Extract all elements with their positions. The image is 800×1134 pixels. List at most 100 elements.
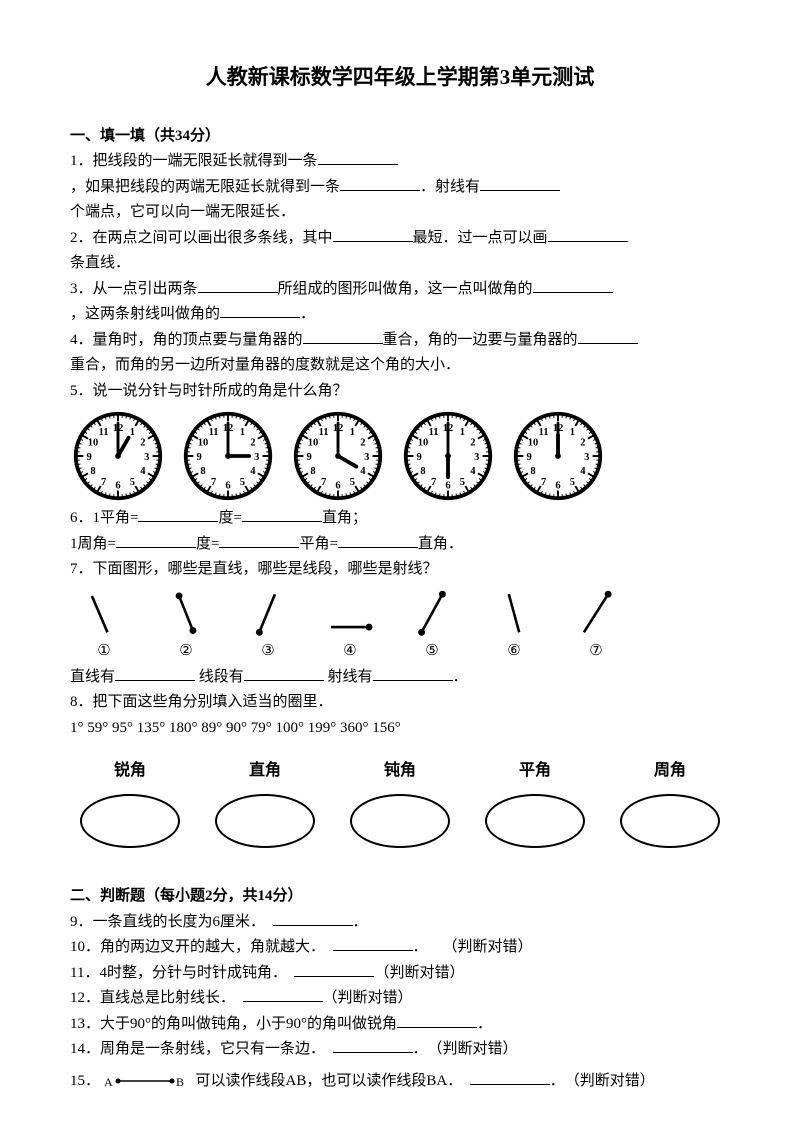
q3-text-a: 3．从一点引出两条 (70, 281, 198, 297)
circled-2: ② (179, 639, 192, 665)
q3-text-c: ，这两条射线叫做角的 (70, 306, 220, 322)
q3: 3．从一点引出两条 所组成的图形叫做角，这一点叫做角的 ，这两条射线叫做角的 ． (70, 277, 730, 328)
worksheet-page: 人教新课标数学四年级上学期第3单元测试 一、填一填（共34分） 1．把线段的一端… (0, 0, 800, 1134)
svg-text:3: 3 (364, 452, 369, 463)
svg-text:2: 2 (140, 438, 145, 449)
q1: 1．把线段的一端无限延长就得到一条 ，如果把线段的两端无限延长就得到一条．射线有… (70, 149, 730, 226)
blank[interactable] (397, 1012, 477, 1028)
blank[interactable] (480, 175, 560, 191)
blank[interactable] (242, 506, 322, 522)
svg-text:9: 9 (87, 452, 92, 463)
angle-types-row: 锐角 直角 钝角 平角 周角 (70, 757, 730, 848)
q1-text-a: 1．把线段的一端无限延长就得到一条 (70, 153, 318, 169)
circled-7: ⑦ (589, 639, 602, 665)
line-fig-7: ⑦ (568, 589, 624, 665)
blank[interactable] (578, 328, 638, 344)
q4-text-c: 重合，而角的另一边所对量角器的度数就是这个角的大小． (70, 357, 460, 373)
blank[interactable] (470, 1069, 550, 1085)
section1-head: 一、填一填（共34分） (70, 124, 730, 150)
q2-text-c: 条直线． (70, 255, 130, 271)
blank[interactable] (303, 328, 383, 344)
angle-label-0: 锐角 (114, 757, 146, 784)
angle-label-2: 钝角 (384, 757, 416, 784)
line-fig-3: ③ (240, 589, 296, 665)
q7-xian: 线段有 (199, 669, 244, 685)
svg-text:8: 8 (310, 466, 315, 477)
circled-3: ③ (261, 639, 274, 665)
svg-text:4: 4 (140, 466, 146, 477)
q13-end: ． (477, 1016, 492, 1032)
blank[interactable] (318, 149, 398, 165)
blank[interactable] (273, 910, 353, 926)
q10-text: 10．角的两边叉开的越大，角就越大． (70, 939, 318, 955)
blank[interactable] (333, 1037, 413, 1053)
circled-6: ⑥ (507, 639, 520, 665)
q15-text-a: 15． (70, 1073, 100, 1089)
angle-oval[interactable] (215, 794, 315, 848)
blank[interactable] (243, 986, 323, 1002)
q6-text-c: 直角； (322, 510, 367, 526)
svg-text:9: 9 (417, 452, 422, 463)
blank[interactable] (294, 961, 374, 977)
svg-text:A: A (104, 1075, 113, 1088)
svg-text:2: 2 (470, 438, 475, 449)
blank[interactable] (116, 532, 196, 548)
angle-oval[interactable] (620, 794, 720, 848)
svg-text:6: 6 (335, 481, 340, 492)
line-fig-5: ⑤ (404, 589, 460, 665)
blank[interactable] (333, 226, 413, 242)
q4: 4．量角时，角的顶点要与量角器的重合，角的一边要与量角器的 重合，而角的另一边所… (70, 328, 730, 379)
clock-3: 123456789101112 (290, 408, 386, 504)
svg-text:1: 1 (240, 427, 245, 438)
svg-text:3: 3 (474, 452, 479, 463)
blank[interactable] (533, 277, 613, 293)
blank[interactable] (338, 532, 418, 548)
q12-text: 12．直线总是比射线长． (70, 990, 228, 1006)
blank[interactable] (115, 665, 195, 681)
svg-text:11: 11 (99, 427, 109, 438)
blank[interactable] (219, 532, 299, 548)
angle-oval[interactable] (350, 794, 450, 848)
q15: 15． A B 可以读作线段AB，也可以读作线段BA． ． （判断对错） (70, 1069, 730, 1095)
angle-oval[interactable] (485, 794, 585, 848)
blank[interactable] (220, 302, 300, 318)
q9-text: 9．一条直线的长度为6厘米． (70, 914, 258, 930)
svg-text:11: 11 (429, 427, 439, 438)
page-title: 人教新课标数学四年级上学期第3单元测试 (70, 60, 730, 96)
blank[interactable] (198, 277, 278, 293)
blank[interactable] (138, 506, 218, 522)
svg-text:9: 9 (527, 452, 532, 463)
blank[interactable] (340, 175, 420, 191)
svg-text:8: 8 (200, 466, 205, 477)
line-fig-6: ⑥ (486, 589, 542, 665)
blank[interactable] (548, 226, 628, 242)
blank[interactable] (373, 665, 453, 681)
q6: 6．1平角=度=直角； 1周角=度=平角=直角． (70, 506, 730, 557)
blank[interactable] (333, 935, 413, 951)
q6-text-f: 平角= (299, 536, 337, 552)
angle-label-1: 直角 (249, 757, 281, 784)
q2-text-b: 最短．过一点可以画 (413, 230, 548, 246)
svg-text:B: B (176, 1075, 184, 1088)
svg-text:9: 9 (197, 452, 202, 463)
svg-text:2: 2 (580, 438, 585, 449)
q6-text-a: 6．1平角= (70, 510, 138, 526)
svg-text:4: 4 (250, 466, 256, 477)
svg-text:6: 6 (115, 481, 120, 492)
svg-text:2: 2 (250, 438, 255, 449)
q6-text-e: 度= (196, 536, 219, 552)
q3-text-d: ． (300, 306, 315, 322)
q7-text: 7．下面图形，哪些是直线，哪些是线段，哪些是射线？ (70, 557, 730, 583)
q10: 10．角的两边叉开的越大，角就越大． ． （判断对错） (70, 935, 730, 961)
svg-text:4: 4 (580, 466, 586, 477)
blank[interactable] (244, 665, 324, 681)
angle-col-0: 锐角 (80, 757, 180, 848)
svg-text:3: 3 (254, 452, 259, 463)
q1-text-d: 个端点，它可以向一端无限延长． (70, 204, 295, 220)
svg-text:8: 8 (420, 466, 425, 477)
svg-text:10: 10 (198, 438, 209, 449)
svg-text:4: 4 (360, 466, 366, 477)
q3-text-b: 所组成的图形叫做角，这一点叫做角的 (278, 281, 533, 297)
angle-oval[interactable] (80, 794, 180, 848)
q4-text-b: 重合，角的一边要与量角器的 (383, 332, 578, 348)
